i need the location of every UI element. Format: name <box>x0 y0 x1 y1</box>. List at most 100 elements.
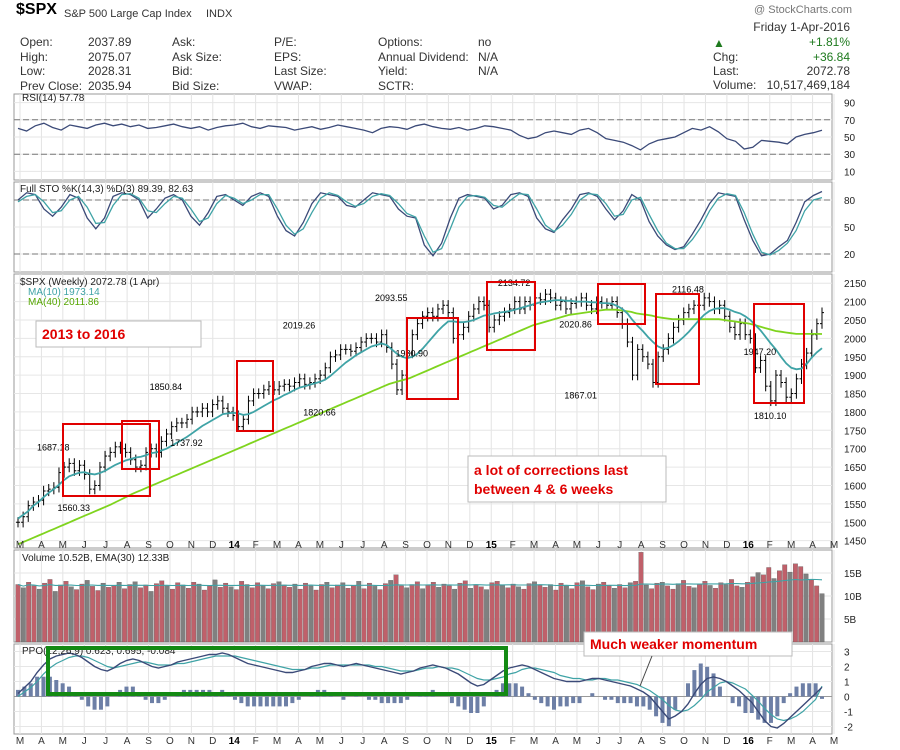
x-axis-tick-label: M <box>573 736 581 747</box>
ppo-histogram-bar <box>232 696 237 700</box>
x-axis-tick-label: A <box>295 736 302 747</box>
ppo-histogram-bar <box>67 686 72 697</box>
x-axis-tick-label: A <box>124 540 131 551</box>
last-label: Last: <box>713 64 740 78</box>
y-axis-tick-label: 2050 <box>844 316 867 327</box>
y-axis-tick-label: 2 <box>844 663 850 674</box>
x-axis-tick-label: M <box>573 540 581 551</box>
y-axis-tick-label: 2100 <box>844 298 867 309</box>
x-axis-tick-label: A <box>381 736 388 747</box>
volume-bar <box>425 584 431 643</box>
ppo-histogram-bar <box>615 696 620 704</box>
volume-bar <box>239 581 245 643</box>
y-axis-tick-label: 30 <box>844 150 856 161</box>
ppo-histogram-bar <box>481 696 486 707</box>
y-axis-tick-label: 1700 <box>844 445 867 456</box>
x-axis-tick-label: M <box>530 540 538 551</box>
x-axis-tick-label: J <box>103 540 108 551</box>
volume-bar <box>255 582 261 643</box>
ppo-histogram-bar <box>711 673 716 697</box>
volume-bar <box>404 587 410 643</box>
volume-bar <box>308 585 314 643</box>
note-corrections-1: a lot of corrections last <box>474 462 628 478</box>
volume-label: Volume: <box>713 78 757 92</box>
x-axis-tick-label: D <box>723 540 730 551</box>
x-axis-tick-label: N <box>445 540 452 551</box>
volume-bar <box>382 583 388 643</box>
volume-bar <box>473 584 479 643</box>
volume-bar <box>244 584 250 643</box>
volume-bar <box>516 586 521 643</box>
volume-bar <box>185 588 191 643</box>
ppo-histogram-bar <box>647 696 652 710</box>
x-axis-tick-label: A <box>552 736 559 747</box>
volume-bar <box>31 585 37 643</box>
volume-bar <box>212 579 218 643</box>
volume-bar <box>281 584 287 643</box>
volume-bar <box>276 581 282 643</box>
change-value: +36.84 <box>812 50 850 64</box>
volume-bar <box>138 587 143 643</box>
y-axis-tick-label: 1450 <box>844 537 867 548</box>
volume-bar <box>542 587 548 643</box>
note-box <box>467 455 667 503</box>
y-axis-tick-label: 2150 <box>844 279 867 290</box>
quote-label: Open: <box>20 35 53 49</box>
x-axis-tick-label: J <box>82 540 87 551</box>
volume-bar <box>377 589 383 643</box>
ppo-histogram-bar <box>150 696 154 704</box>
x-axis-tick-label: F <box>767 736 773 747</box>
price-annotation: 1560.33 <box>57 503 90 513</box>
x-axis-tick-label: M <box>59 736 67 747</box>
x-axis-tick-label: S <box>659 736 666 747</box>
ppo-histogram-bar <box>571 696 576 704</box>
note-corrections-2: between 4 & 6 weeks <box>474 481 614 497</box>
volume-bar <box>388 580 394 643</box>
y-axis-tick-label: 10B <box>844 592 862 603</box>
y-axis-tick-label: 3 <box>844 648 850 659</box>
x-axis-tick-label: O <box>166 540 174 551</box>
volume-bar <box>452 588 458 643</box>
ppo-histogram-bar <box>386 696 391 704</box>
volume-bar <box>319 584 324 643</box>
quote-label: Prev Close: <box>20 78 83 93</box>
y-axis-tick-label: 20 <box>844 250 856 261</box>
ppo-histogram-bar <box>526 693 531 697</box>
x-axis-tick-label: S <box>145 736 152 747</box>
ppo-histogram-bar <box>768 696 773 723</box>
ma40-legend: MA(40) 2011.86 <box>28 297 99 308</box>
volume-bar <box>303 582 308 643</box>
ppo-histogram-bar <box>79 696 84 700</box>
x-axis-tick-label: J <box>617 736 622 747</box>
volume-bar <box>201 589 207 643</box>
volume-bar <box>462 580 468 643</box>
y-axis-tick-label: 50 <box>844 223 856 234</box>
ppo-histogram-bar <box>532 696 537 700</box>
volume-bar <box>521 588 527 643</box>
quote-label: Options: <box>378 35 423 49</box>
volume-bar <box>249 587 255 643</box>
correction-box <box>406 317 459 400</box>
ppo-histogram-bar <box>469 696 474 713</box>
ppo-histogram-bar <box>749 696 754 713</box>
ppo-histogram-bar <box>603 696 608 700</box>
x-axis-tick-label: 15 <box>486 540 498 551</box>
volume-bar <box>356 581 362 643</box>
x-axis-tick-label: J <box>103 736 108 747</box>
ppo-histogram-bar <box>513 683 518 697</box>
quote-label: Bid Size: <box>172 78 220 93</box>
x-axis-tick-label: 14 <box>229 540 241 551</box>
y-axis-tick-label: 1650 <box>844 463 867 474</box>
x-axis-tick-label: A <box>381 540 388 551</box>
ppo-histogram-bar <box>245 696 250 707</box>
volume-bar <box>233 589 239 643</box>
volume-bar <box>430 582 436 643</box>
volume-bar <box>558 582 564 643</box>
ppo-histogram-bar <box>794 686 799 697</box>
price-annotation: 1980.90 <box>395 348 428 358</box>
y-axis-tick-label: 80 <box>844 196 856 207</box>
price-annotation: 1737.92 <box>170 438 203 448</box>
quote-value: 2028.31 <box>88 64 132 78</box>
volume-bar <box>47 579 53 643</box>
y-axis-tick-label: 10 <box>844 167 856 178</box>
